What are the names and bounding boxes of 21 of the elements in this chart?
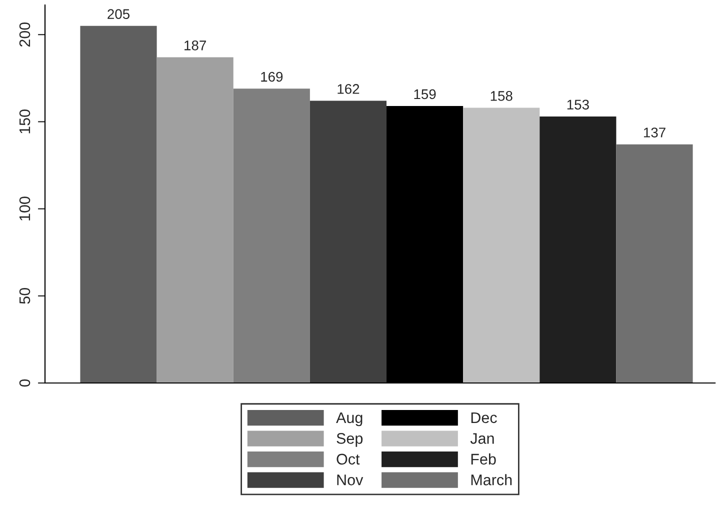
data-label: 137 bbox=[644, 128, 666, 138]
legend-label: Nov bbox=[337, 474, 364, 486]
y-tick-label: 150 bbox=[19, 110, 30, 134]
data-label: 187 bbox=[184, 40, 206, 50]
y-tick-label: 200 bbox=[19, 22, 30, 47]
data-label: 153 bbox=[567, 100, 589, 110]
data-label: 162 bbox=[338, 84, 360, 94]
legend-label: Feb bbox=[471, 453, 496, 465]
legend-label: Dec bbox=[471, 412, 497, 424]
y-tick-label: 0 bbox=[19, 379, 30, 387]
legend-label: Oct bbox=[336, 454, 360, 465]
y-tick-label: 100 bbox=[19, 196, 30, 220]
legend-label: Aug bbox=[336, 412, 362, 426]
data-label: 158 bbox=[490, 91, 512, 101]
data-label: 159 bbox=[414, 89, 436, 100]
y-tick-label: 50 bbox=[19, 288, 30, 304]
legend-label: March bbox=[471, 474, 512, 486]
legend-label: Jan bbox=[470, 433, 494, 444]
data-label: 205 bbox=[108, 9, 130, 19]
data-label: 169 bbox=[261, 72, 283, 82]
legend-label: Sep bbox=[336, 433, 363, 447]
